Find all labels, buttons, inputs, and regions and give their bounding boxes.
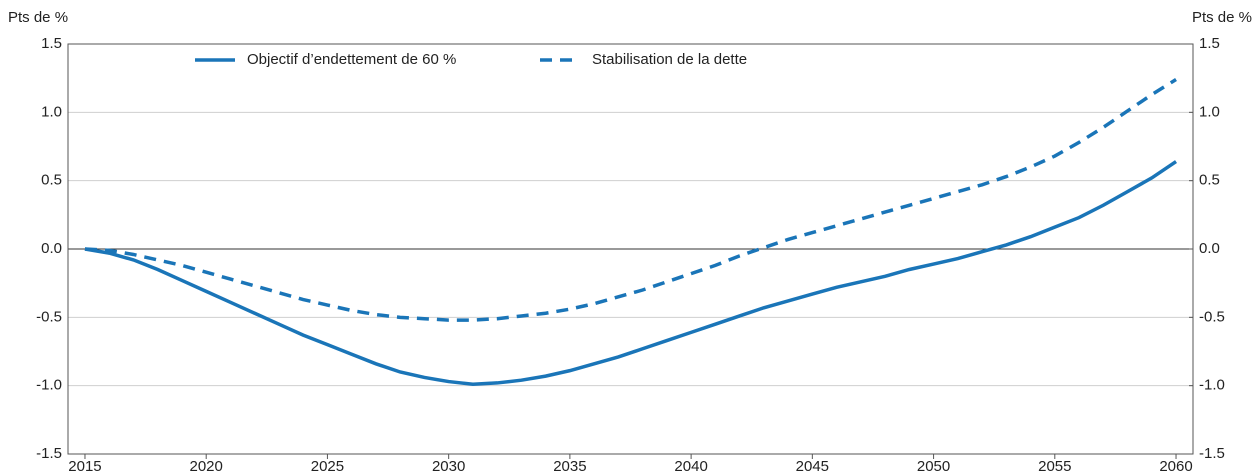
y-tick-label: -1.5	[36, 445, 62, 462]
y2-tick-label: -0.5	[1199, 308, 1225, 325]
x-tick-label: 2015	[68, 458, 101, 474]
x-tick-label: 2040	[674, 458, 707, 474]
x-tick-label: 2035	[553, 458, 586, 474]
y2-tick-label: -1.0	[1199, 377, 1225, 394]
y-axis-label: Pts de %	[8, 9, 68, 26]
series-line	[84, 78, 1177, 322]
y-tick-label: -1.0	[36, 377, 62, 394]
x-tick-label: 2050	[917, 458, 950, 474]
x-tick-label: 2060	[1159, 458, 1192, 474]
y2-tick-label: -1.5	[1199, 445, 1225, 462]
x-tick-label: 2055	[1038, 458, 1071, 474]
legend-label: Stabilisation de la dette	[592, 51, 747, 68]
legend-label: Objectif d’endettement de 60 %	[247, 51, 456, 68]
y2-tick-label: 0.5	[1199, 172, 1220, 189]
y2-tick-label: 1.5	[1199, 35, 1220, 52]
y-tick-label: 1.0	[41, 103, 62, 120]
y-tick-label: -0.5	[36, 308, 62, 325]
y2-tick-label: 0.0	[1199, 240, 1220, 257]
y2-tick-label: 1.0	[1199, 103, 1220, 120]
y-tick-label: 0.5	[41, 172, 62, 189]
x-tick-label: 2030	[432, 458, 465, 474]
y2-axis-label: Pts de %	[1192, 9, 1252, 26]
y-tick-label: 0.0	[41, 240, 62, 257]
plot-frame	[67, 43, 1194, 455]
x-tick-label: 2025	[311, 458, 344, 474]
x-tick-label: 2020	[190, 458, 223, 474]
y-tick-label: 1.5	[41, 35, 62, 52]
x-tick-label: 2045	[796, 458, 829, 474]
series-line	[84, 160, 1178, 387]
